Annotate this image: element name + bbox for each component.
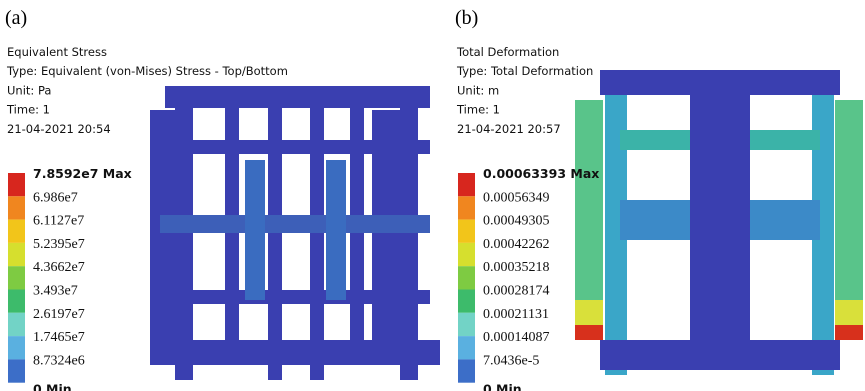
panel-label: (a)	[5, 7, 27, 29]
legend-label: 8.7324e6	[33, 353, 85, 368]
header-line: Time: 1	[6, 103, 50, 117]
legend-swatch	[8, 196, 25, 219]
header-line: 21-04-2021 20:57	[457, 122, 561, 136]
legend-swatch	[8, 290, 25, 313]
legend-label: 2.6197e7	[33, 307, 85, 322]
legend-swatch	[8, 266, 25, 289]
legend-swatch	[8, 243, 25, 266]
header-line: Type: Equivalent (von-Mises) Stress - To…	[6, 64, 288, 78]
legend-swatch	[458, 196, 475, 219]
legend-label: 0.00014087	[483, 330, 550, 345]
legend-label: 7.8592e7 Max	[33, 166, 132, 181]
header-line: Equivalent Stress	[7, 45, 107, 59]
legend-label: 1.7465e7	[33, 330, 85, 345]
legend-swatch	[458, 173, 475, 196]
header-line: 21-04-2021 20:54	[7, 122, 111, 136]
legend-label: 6.986e7	[33, 190, 78, 205]
legend-swatch	[8, 359, 25, 382]
legend-label: 0 Min	[483, 382, 522, 391]
legend-label: 3.493e7	[33, 284, 78, 299]
legend-label: 4.3662e7	[33, 260, 85, 275]
legend-swatch	[8, 313, 25, 336]
legend-swatch	[458, 336, 475, 359]
legend-label: 0.00021131	[483, 307, 549, 322]
legend-swatch	[458, 313, 475, 336]
legend-swatch	[458, 290, 475, 313]
legend-label: 5.2395e7	[33, 237, 85, 252]
legend-swatch	[8, 173, 25, 196]
legend-label: 0.00028174	[483, 284, 550, 299]
legend-swatch	[8, 336, 25, 359]
legend-swatch	[8, 220, 25, 243]
legend-label: 0.00042262	[483, 237, 550, 252]
header-line: Unit: m	[457, 83, 499, 97]
legend-swatch	[458, 243, 475, 266]
header-line: Time: 1	[456, 103, 500, 117]
legend-label: 0.00035218	[483, 260, 550, 275]
model-b	[575, 70, 863, 375]
header-line: Total Deformation	[456, 45, 559, 59]
legend-label: 0.00056349	[483, 190, 550, 205]
legend-swatch	[458, 359, 475, 382]
legend-swatch	[458, 266, 475, 289]
legend-label: 7.0436e-5	[483, 353, 539, 368]
legend-label: 6.1127e7	[33, 214, 84, 229]
header-line: Unit: Pa	[7, 83, 51, 97]
figure: (a) Equivalent Stress Type: Equivalent (vo…	[0, 0, 865, 391]
legend-label: 0 Min	[33, 382, 72, 391]
legend-swatch	[458, 220, 475, 243]
panel-label: (b)	[455, 7, 478, 29]
header-line: Type: Total Deformation	[456, 64, 593, 78]
legend-label: 0.00049305	[483, 214, 550, 229]
legend-label: 0.00063393 Max	[483, 166, 599, 181]
model-a	[150, 86, 440, 380]
